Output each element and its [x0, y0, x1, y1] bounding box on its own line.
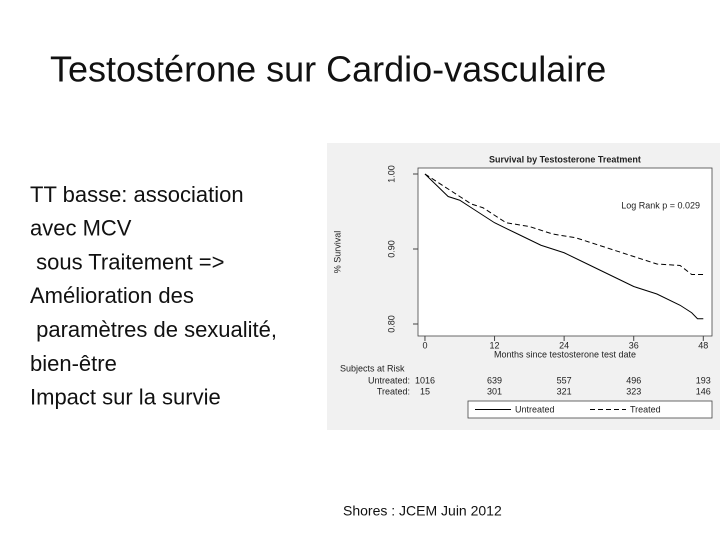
body-line: TT basse: association — [30, 182, 244, 207]
x-axis-label: Months since testosterone test date — [494, 349, 636, 359]
x-tick-label: 0 — [422, 340, 427, 350]
body-line: sous Traitement => — [30, 249, 224, 274]
x-tick-label: 24 — [559, 340, 569, 350]
body-line: bien-être — [30, 351, 117, 376]
legend-label: Untreated — [515, 404, 555, 414]
risk-value: 301 — [487, 386, 502, 396]
x-tick-label: 12 — [490, 340, 500, 350]
survival-line — [424, 173, 704, 275]
body-line: avec MCV — [30, 216, 132, 241]
y-tick-label: 1.00 — [386, 165, 396, 183]
y-tick-label: 0.80 — [386, 315, 396, 333]
y-axis-label: % Survival — [332, 231, 342, 274]
risk-value: 1016 — [415, 375, 435, 385]
x-tick-label: 36 — [629, 340, 639, 350]
risk-value: 321 — [557, 386, 572, 396]
risk-value: 323 — [626, 386, 641, 396]
y-tick-label: 0.90 — [386, 240, 396, 258]
risk-value: 15 — [420, 386, 430, 396]
body-line: paramètres de sexualité, — [30, 317, 277, 342]
body-line: Impact sur la survie — [30, 385, 221, 410]
chart-title: Survival by Testosterone Treatment — [489, 154, 641, 164]
risk-value: 557 — [557, 375, 572, 385]
risk-value: 193 — [696, 375, 711, 385]
risk-row-label: Treated: — [377, 386, 410, 396]
plot-frame — [417, 167, 713, 337]
risk-value: 639 — [487, 375, 502, 385]
body-line: Amélioration des — [30, 283, 194, 308]
survival-line — [424, 173, 704, 320]
annotation: Log Rank p = 0.029 — [621, 200, 700, 210]
slide-title: Testostérone sur Cardio-vasculaire — [50, 49, 606, 90]
footer: Shores : JCEM Juin 2012 — [343, 503, 502, 519]
risk-value: 496 — [626, 375, 641, 385]
risk-value: 146 — [696, 386, 711, 396]
risk-row-label: Untreated: — [368, 375, 410, 385]
legend-label: Treated — [630, 404, 661, 414]
risk-table-title: Subjects at Risk — [340, 363, 405, 373]
x-tick-label: 48 — [698, 340, 708, 350]
